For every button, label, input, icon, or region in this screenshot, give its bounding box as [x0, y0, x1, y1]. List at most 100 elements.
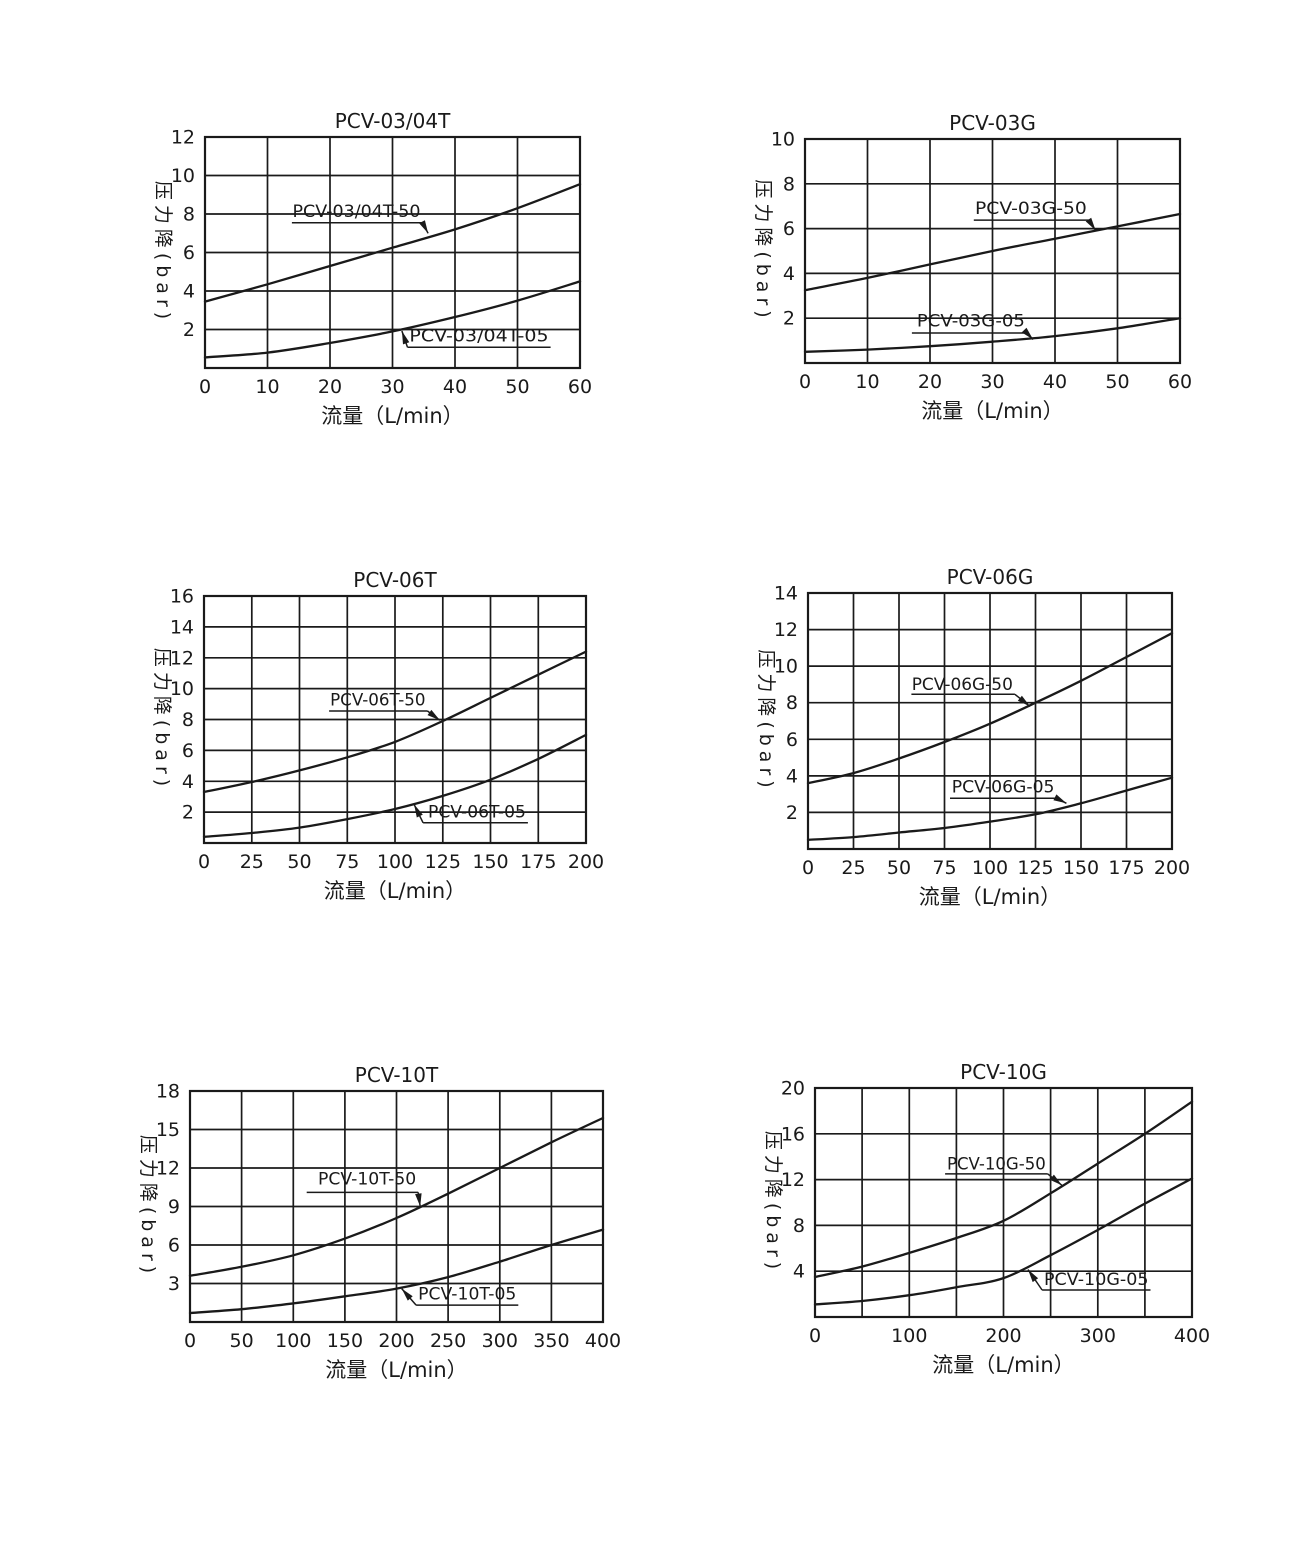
x-tick-label: 175: [520, 851, 556, 873]
curve-PCV-03/04T-05: [203, 280, 582, 359]
y-tick-label: 6: [168, 1235, 180, 1257]
x-tick-label: 100: [377, 851, 413, 873]
y-tick-label: 20: [781, 1078, 805, 1100]
x-tick-label: 50: [287, 851, 311, 873]
x-tick-label: 25: [240, 851, 264, 873]
x-tick-label: 125: [1017, 857, 1053, 879]
x-axis-label: 流量（L/min）: [932, 1353, 1074, 1377]
y-tick-label: 2: [783, 308, 795, 330]
plot-border: [202, 594, 588, 845]
y-tick-label: 2: [182, 802, 194, 824]
leader-arrowhead-icon: [419, 220, 429, 234]
curve-label: PCV-06T-50: [330, 691, 425, 711]
curve-label: PCV-06G-05: [952, 777, 1055, 797]
x-tick-label: 350: [533, 1330, 569, 1352]
x-tick-label: 175: [1108, 857, 1144, 879]
curve-PCV-10G-50: [813, 1100, 1194, 1279]
y-tick-label: 4: [183, 281, 195, 303]
leader-arrowhead-icon: [415, 1193, 422, 1207]
leader-arrowhead-icon: [427, 709, 440, 721]
y-tick-label: 16: [781, 1123, 805, 1145]
leader-arrowhead-icon: [1021, 327, 1034, 340]
x-tick-label: 0: [198, 851, 210, 873]
y-tick-label: 10: [771, 129, 795, 151]
curve-PCV-03/04T-50: [203, 183, 582, 303]
x-tick-label: 200: [1154, 857, 1190, 879]
leader-arrowhead-icon: [1017, 695, 1030, 707]
y-tick-label: 6: [182, 740, 194, 762]
curve-PCV-06T-50: [202, 650, 588, 794]
y-tick-label: 2: [183, 319, 195, 341]
y-axis-label: 压力降(bar): [755, 649, 777, 792]
curve-PCV-03G-05: [803, 317, 1182, 353]
y-tick-label: 6: [183, 242, 195, 264]
leader-arrowhead-icon: [401, 331, 410, 345]
x-tick-label: 40: [1043, 371, 1067, 393]
y-tick-label: 12: [781, 1169, 805, 1191]
curve-label: PCV-10G-05: [1044, 1270, 1149, 1290]
curve-label: PCV-10G-50: [947, 1154, 1046, 1174]
y-axis-label: 压力降(bar): [752, 179, 774, 322]
curve-PCV-03G-50: [803, 212, 1182, 292]
x-tick-label: 30: [380, 376, 404, 398]
x-tick-label: 400: [585, 1330, 621, 1352]
x-tick-label: 60: [568, 376, 592, 398]
curve-PCV-06G-50: [806, 632, 1174, 785]
y-tick-label: 8: [182, 709, 194, 731]
leader-arrowhead-icon: [401, 1288, 413, 1301]
x-tick-label: 0: [799, 371, 811, 393]
y-tick-label: 12: [170, 647, 194, 669]
chart-PCV-06T: 0 25 50 75 100 125 150 175 200 2 4 6 8 10 12 14 16 PCV-06…: [151, 568, 604, 903]
chart-PCV-06G: 0 25 50 75 100 125 150 175 200 2 4 6 8 10 12 14 PCV-06G 流…: [755, 565, 1190, 909]
curve-label: PCV-03/04T-50: [293, 202, 421, 222]
y-tick-label: 16: [170, 586, 194, 608]
x-tick-label: 200: [985, 1325, 1021, 1347]
x-tick-label: 100: [891, 1325, 927, 1347]
chart-PCV-03/04T: 0 10 20 30 40 50 60 2 4 6 8 10 12 PCV-03/04T 流量（L/min）…: [152, 109, 592, 428]
y-tick-label: 8: [183, 204, 195, 226]
y-axis-label: 压力降(bar): [151, 648, 173, 791]
x-tick-label: 0: [199, 376, 211, 398]
curve-label: PCV-10T-50: [318, 1170, 416, 1190]
chart-title: PCV-06T: [353, 568, 437, 592]
x-tick-label: 10: [855, 371, 879, 393]
x-tick-label: 0: [184, 1330, 196, 1352]
y-tick-label: 6: [786, 729, 798, 751]
x-tick-label: 400: [1174, 1325, 1210, 1347]
curve-label: PCV-06G-50: [912, 675, 1013, 695]
chart-title: PCV-10T: [355, 1063, 439, 1087]
x-tick-label: 30: [980, 371, 1004, 393]
leader-arrowhead-icon: [414, 804, 423, 818]
y-axis-label: 压力降(bar): [762, 1131, 784, 1274]
x-tick-label: 125: [425, 851, 461, 873]
plot-border: [813, 1086, 1194, 1319]
y-tick-label: 14: [170, 616, 194, 638]
leader-arrowhead-icon: [1085, 217, 1096, 231]
y-tick-label: 4: [182, 771, 194, 793]
x-tick-label: 50: [505, 376, 529, 398]
chart-title: PCV-06G: [947, 565, 1034, 589]
x-tick-label: 50: [1105, 371, 1129, 393]
curve-label: PCV-03G-50: [975, 199, 1087, 219]
x-tick-label: 50: [230, 1330, 254, 1352]
y-tick-label: 4: [783, 263, 795, 285]
x-tick-label: 300: [482, 1330, 518, 1352]
leader-arrowhead-icon: [1028, 1269, 1039, 1283]
y-tick-label: 4: [786, 765, 798, 787]
x-tick-label: 300: [1080, 1325, 1116, 1347]
x-axis-label: 流量（L/min）: [325, 1358, 467, 1382]
y-tick-label: 8: [783, 173, 795, 195]
x-tick-label: 25: [841, 857, 865, 879]
curve-PCV-10T-05: [188, 1228, 605, 1315]
x-axis-label: 流量（L/min）: [321, 404, 463, 428]
x-tick-label: 20: [918, 371, 942, 393]
x-tick-label: 100: [972, 857, 1008, 879]
curve-PCV-10T-50: [188, 1116, 605, 1277]
x-tick-label: 150: [327, 1330, 363, 1352]
y-tick-label: 12: [171, 127, 195, 149]
y-tick-label: 15: [156, 1119, 180, 1141]
x-tick-label: 250: [430, 1330, 466, 1352]
curve-PCV-10G-05: [813, 1177, 1194, 1306]
y-tick-label: 6: [783, 218, 795, 240]
